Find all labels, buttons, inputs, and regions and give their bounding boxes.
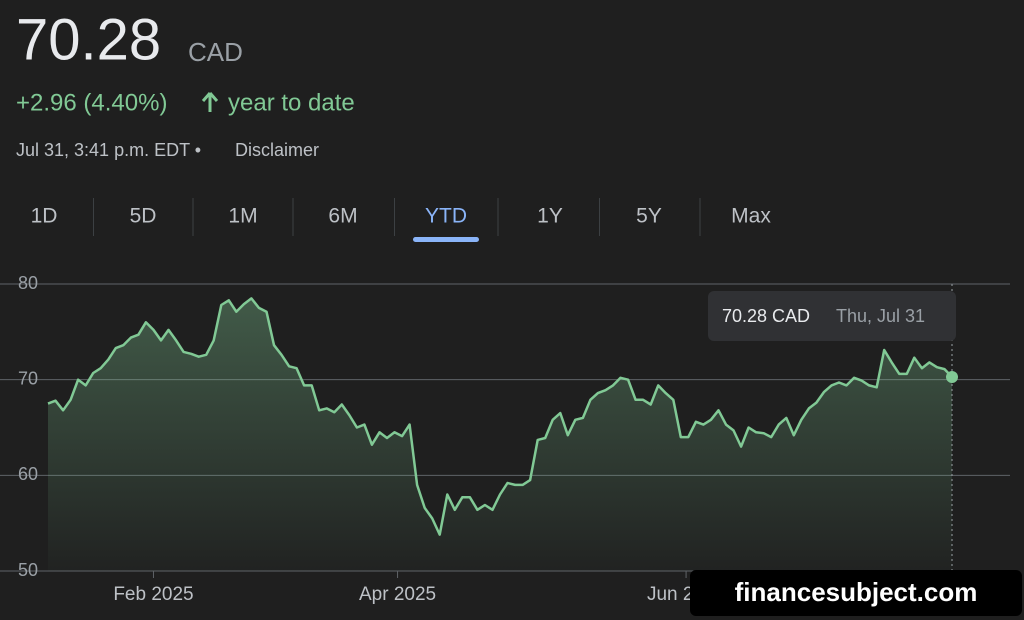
x-tick-label: Apr 2025 [359,584,436,605]
x-tick-label: Feb 2025 [113,584,193,605]
tooltip-value: 70.28 CAD [722,306,810,326]
watermark-box [690,570,1022,616]
tab[interactable]: 6M [328,205,357,228]
up-arrow [201,92,219,112]
tab[interactable]: 1M [228,205,257,228]
tooltip [708,291,956,341]
tab[interactable]: YTD [425,205,467,228]
price: 70.28 [16,7,161,72]
disclaimer-link[interactable]: Disclaimer [235,140,319,160]
tab[interactable]: 1D [31,205,58,228]
area [48,298,952,571]
y-tick-label: 50 [18,560,38,580]
tab[interactable]: Max [731,205,771,228]
change: +2.96 (4.40%) [16,89,167,116]
timestamp: Jul 31, 3:41 p.m. EDT • [16,140,201,160]
period: year to date [228,89,355,116]
tab[interactable]: 5Y [636,205,662,228]
tab-underline [413,237,479,242]
tab[interactable]: 5D [130,205,157,228]
watermark: financesubject.com [735,577,978,607]
end-dot [946,370,958,383]
tooltip-date: Thu, Jul 31 [836,306,925,326]
price-line [47,297,953,536]
y-tick-label: 70 [18,368,38,388]
y-tick-label: 80 [18,273,38,293]
tab[interactable]: 1Y [537,205,563,228]
y-tick-label: 60 [18,464,38,484]
currency: CAD [188,37,243,67]
